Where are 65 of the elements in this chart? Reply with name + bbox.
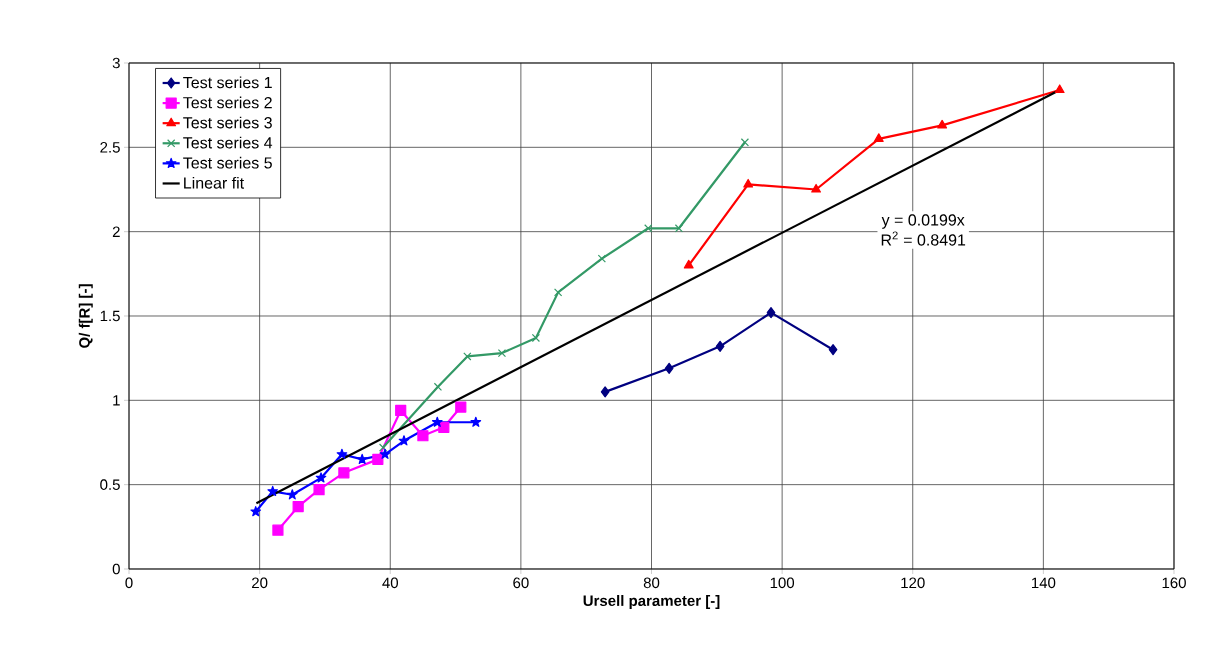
point [267,485,279,497]
point [828,344,838,356]
x-tick-label: 40 [382,577,398,589]
point [338,467,350,479]
x-tick-label: 80 [643,577,660,589]
point [315,472,327,483]
point [873,133,884,142]
y-tick-label: 2 [112,226,120,237]
point [356,453,368,464]
x-tick-label: 20 [252,577,268,589]
point [336,448,348,459]
point [664,362,674,374]
point [395,404,407,417]
point [417,430,429,442]
point [743,178,754,188]
annotation: R$^{2}$ = 0.8491 [881,231,966,246]
point [597,254,606,263]
legend-label: Test series 5 [183,156,272,169]
x-axis-title: Ursell parameter [-] [583,595,720,609]
y-axis-title: Q/ f[R] [-] [78,284,93,348]
point [715,340,725,352]
x-tick-label: 120 [901,577,925,589]
x-tick-label: 0 [125,577,133,589]
point [644,224,653,233]
point [674,224,684,233]
point [553,288,563,297]
point [433,382,443,391]
y-tick-label: 3 [112,57,120,69]
point [398,435,410,446]
legend-label: Test series 2 [183,96,272,109]
x-tick-label: 60 [513,577,529,589]
point [292,500,304,513]
point [463,352,472,361]
point [286,489,298,500]
y-tick-label: 0.5 [100,479,120,490]
y-tick-label: 1.5 [100,310,120,322]
point [811,183,822,193]
point [372,453,384,465]
point [740,138,750,147]
point [431,416,443,427]
legend-label: Linear fit [184,176,245,189]
point [470,416,482,427]
y-tick-label: 1 [113,395,120,406]
point [683,259,694,269]
point [455,401,467,413]
y-tick-label: 0 [112,563,120,575]
point [497,348,507,358]
point [313,484,325,496]
annotation: y = 0.0199x [881,214,965,229]
x-tick-label: 160 [1162,577,1186,589]
point [766,307,776,319]
point [250,506,262,517]
point [937,119,948,129]
x-tick-label: 100 [770,577,795,589]
legend-label: Test series 3 [183,116,272,129]
legend-label: Test series 4 [183,136,273,149]
legend-label: Test series 1 [183,76,272,89]
point [379,448,391,459]
point [378,443,388,452]
point [531,333,541,343]
x-tick-label: 140 [1032,577,1056,589]
point [272,524,284,536]
point [1054,84,1065,94]
point [600,386,610,398]
y-tick-label: 2.5 [100,142,120,153]
